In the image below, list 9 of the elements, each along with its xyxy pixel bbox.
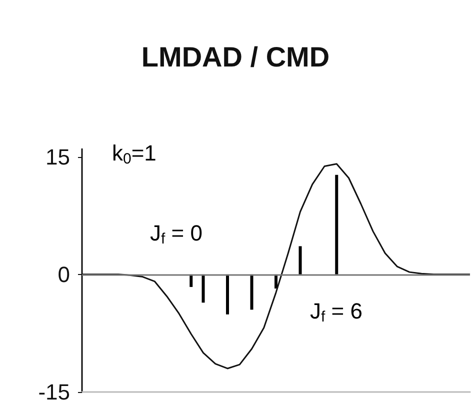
bar bbox=[250, 274, 254, 310]
bar bbox=[202, 274, 205, 303]
bar bbox=[226, 274, 229, 314]
bar bbox=[298, 246, 302, 274]
y-tick-label: 0 bbox=[58, 262, 70, 287]
chart-title: LMDAD / CMD bbox=[141, 42, 330, 72]
y-tick-label: -15 bbox=[38, 380, 70, 404]
y-tick-label: 15 bbox=[46, 144, 70, 170]
bar bbox=[335, 174, 338, 274]
